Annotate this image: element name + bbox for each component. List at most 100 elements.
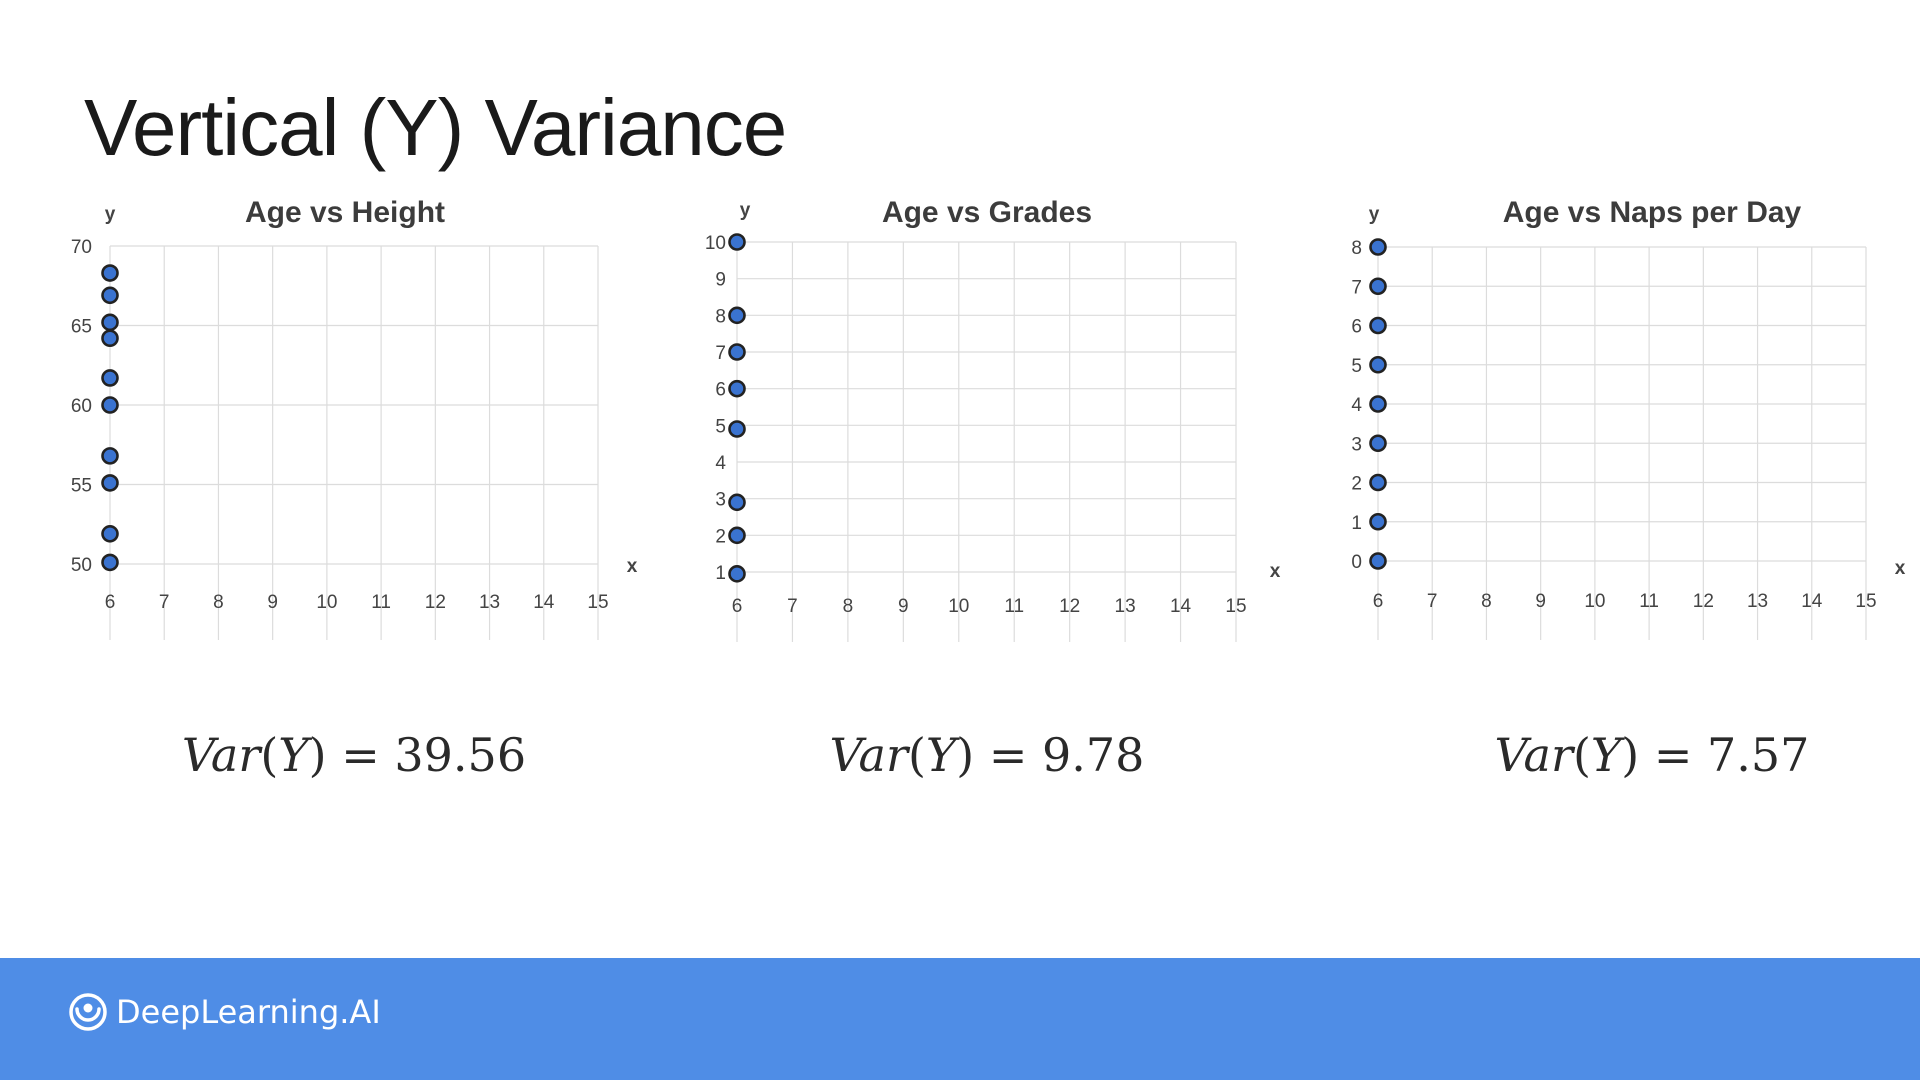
- x-tick-label: 7: [159, 592, 170, 613]
- y-tick-label: 7: [715, 343, 726, 364]
- scatter-chart-1: 6 7 8 9 10 11 12 13 14 15 50 55 60 65 70 Age vs Height y…: [71, 196, 638, 640]
- chart-title: Age vs Height: [245, 196, 445, 229]
- y-tick-label: 3: [715, 490, 726, 511]
- x-axis-label: x: [1270, 561, 1281, 582]
- x-tick-label: 11: [1004, 596, 1024, 617]
- deeplearning-logo-icon: [69, 993, 107, 1031]
- x-tick-label: 7: [1427, 591, 1438, 612]
- y-tick-label: 55: [71, 476, 92, 497]
- data-point: [101, 524, 119, 543]
- x-tick-label: 15: [1855, 591, 1876, 612]
- x-tick-label: 14: [533, 592, 555, 613]
- data-point: [1369, 238, 1387, 256]
- y-tick-label: 4: [715, 453, 726, 474]
- formula-value: 9.78: [1042, 728, 1145, 782]
- y-axis-label: y: [1369, 204, 1380, 225]
- data-point: [1369, 316, 1387, 335]
- y-axis-label: y: [740, 200, 751, 221]
- chart-title: Age vs Grades: [882, 196, 1092, 229]
- x-tick-label: 8: [213, 592, 224, 613]
- x-axis-label: x: [1895, 558, 1906, 579]
- y-axis-label: y: [105, 204, 116, 225]
- y-tick-label: 70: [71, 237, 92, 258]
- x-tick-label: 6: [1373, 591, 1384, 612]
- x-tick-label: 15: [587, 592, 608, 613]
- x-tick-label: 8: [843, 596, 854, 617]
- y-tick-label: 9: [715, 270, 726, 291]
- data-point: [728, 526, 746, 545]
- formula-var: Var: [1494, 728, 1573, 782]
- data-point: [101, 553, 119, 572]
- brand-name: DeepLearning.AI: [116, 993, 381, 1031]
- footer-bar: DeepLearning.AI: [0, 958, 1920, 1080]
- slide-title: Vertical (Y) Variance: [84, 83, 787, 172]
- x-tick-label: 15: [1225, 596, 1246, 617]
- y-tick-label: 3: [1351, 434, 1362, 455]
- x-tick-label: 10: [316, 592, 337, 613]
- data-point: [1369, 473, 1387, 492]
- x-tick-label: 13: [1747, 591, 1768, 612]
- y-tick-label: 5: [715, 416, 726, 437]
- y-tick-label: 50: [71, 555, 92, 576]
- chart-title: Age vs Naps per Day: [1503, 196, 1802, 229]
- x-tick-label: 9: [1535, 591, 1546, 612]
- formula-var: Var: [181, 728, 261, 782]
- x-tick-label: 12: [425, 592, 446, 613]
- x-tick-label: 11: [1639, 591, 1659, 612]
- data-point: [1369, 277, 1387, 296]
- y-tick-label: 1: [715, 563, 726, 584]
- data-point: [728, 233, 746, 251]
- formula-arg: Y: [1590, 728, 1622, 782]
- x-tick-label: 14: [1170, 596, 1192, 617]
- y-tick-label: 7: [1351, 277, 1362, 298]
- y-tick-label: 65: [71, 317, 92, 338]
- variance-formula-2: Var(Y) = 9.78: [829, 728, 1145, 782]
- data-point: [101, 313, 119, 332]
- data-point: [101, 369, 119, 387]
- brand-logo: DeepLearning.AI: [68, 992, 381, 1032]
- formula-var: Var: [829, 728, 908, 782]
- x-tick-label: 6: [105, 592, 116, 613]
- formula-arg: Y: [925, 728, 957, 782]
- data-point: [728, 565, 746, 583]
- variance-formula-1: Var(Y) = 39.56: [181, 728, 527, 782]
- data-point: [728, 379, 746, 398]
- data-point: [728, 343, 746, 361]
- data-point: [101, 329, 119, 348]
- x-axis-label: x: [627, 556, 638, 577]
- x-tick-label: 10: [1584, 591, 1605, 612]
- y-tick-label: 1: [1351, 513, 1362, 534]
- data-point: [1369, 395, 1387, 413]
- x-tick-label: 6: [732, 596, 743, 617]
- x-tick-label: 11: [371, 592, 391, 613]
- formula-value: 7.57: [1707, 728, 1810, 782]
- data-point: [1369, 552, 1387, 570]
- y-tick-label: 8: [1351, 238, 1362, 259]
- x-tick-label: 14: [1801, 591, 1823, 612]
- y-tick-label: 60: [71, 396, 92, 417]
- data-point: [728, 420, 746, 438]
- y-tick-label: 2: [1351, 474, 1362, 495]
- x-tick-label: 12: [1059, 596, 1080, 617]
- y-tick-label: 5: [1351, 356, 1362, 377]
- x-tick-label: 8: [1481, 591, 1492, 612]
- data-point: [728, 493, 746, 512]
- data-point: [101, 264, 119, 282]
- data-point: [1369, 512, 1387, 531]
- y-tick-label: 8: [715, 306, 726, 327]
- y-tick-label: 6: [1351, 317, 1362, 338]
- x-tick-label: 9: [898, 596, 909, 617]
- data-point: [1369, 355, 1387, 374]
- x-tick-label: 12: [1693, 591, 1714, 612]
- y-tick-label: 0: [1351, 552, 1362, 573]
- y-tick-label: 4: [1351, 395, 1362, 416]
- data-point: [101, 396, 119, 414]
- x-tick-label: 13: [1115, 596, 1136, 617]
- x-tick-label: 9: [267, 592, 278, 613]
- x-tick-label: 7: [787, 596, 798, 617]
- y-tick-label: 10: [705, 233, 726, 254]
- data-point: [101, 286, 119, 305]
